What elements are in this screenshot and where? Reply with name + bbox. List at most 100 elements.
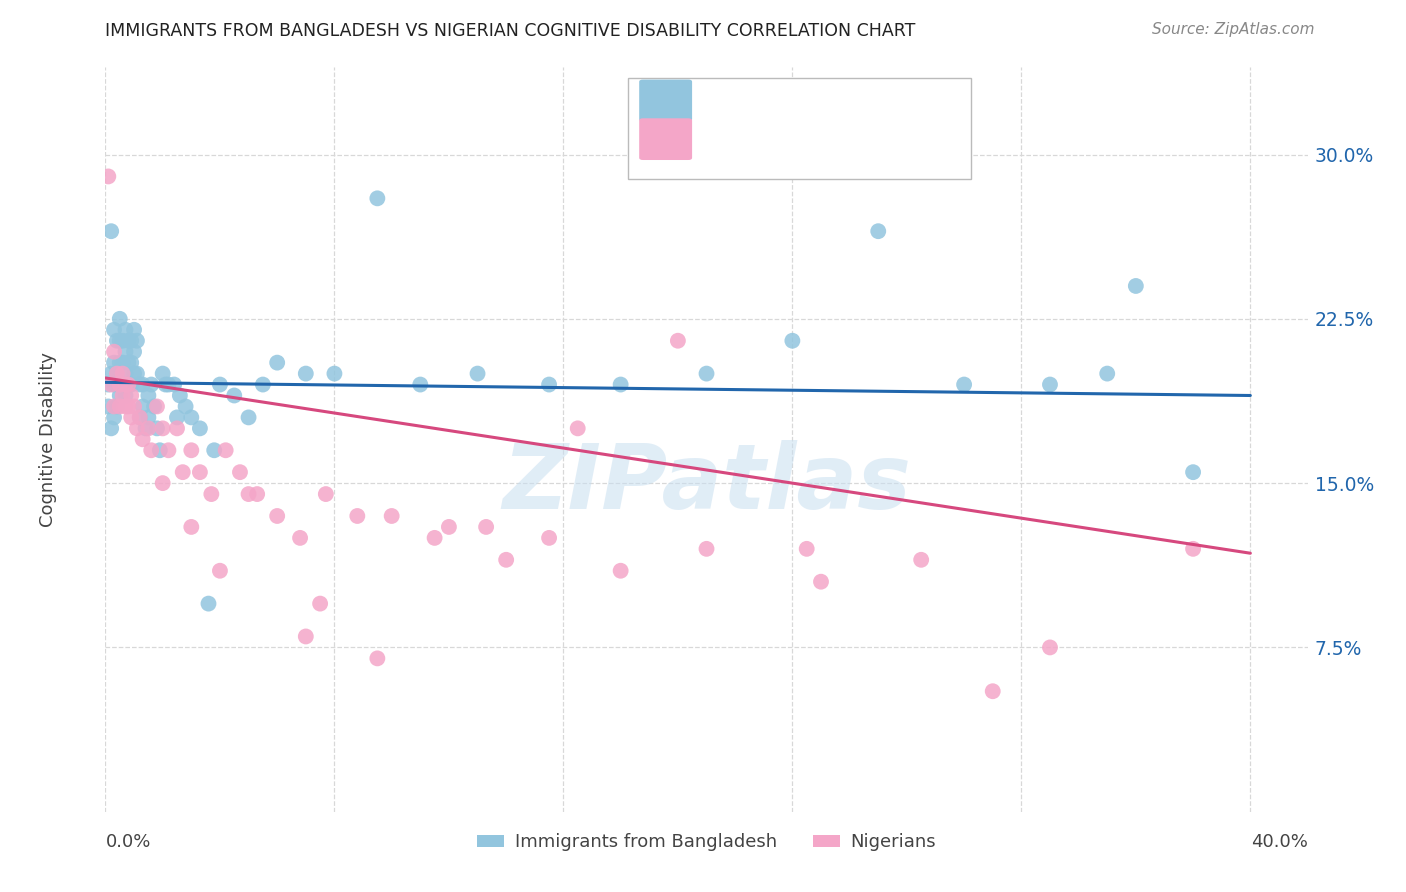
FancyBboxPatch shape (628, 78, 972, 178)
Point (141, 443, 163, 458)
Point (172, 465, 194, 479)
Point (146, 400, 169, 414)
Point (609, 564, 631, 578)
Point (108, 377, 131, 392)
Point (117, 377, 139, 392)
Text: IMMIGRANTS FROM BANGLADESH VS NIGERIAN COGNITIVE DISABILITY CORRELATION CHART: IMMIGRANTS FROM BANGLADESH VS NIGERIAN C… (105, 22, 915, 40)
Point (152, 421, 174, 435)
Point (567, 421, 589, 435)
Point (696, 541, 718, 556)
Point (103, 377, 125, 392)
Point (1095, 367, 1118, 381)
Point (188, 465, 211, 479)
Point (100, 421, 122, 435)
Point (782, 334, 804, 348)
Point (1039, 640, 1062, 655)
Point (166, 410, 188, 425)
Point (111, 334, 134, 348)
Point (229, 465, 252, 479)
Point (169, 388, 191, 402)
Text: ZIPatlas: ZIPatlas (502, 440, 911, 528)
Point (111, 367, 134, 381)
Point (111, 377, 134, 392)
Point (120, 377, 142, 392)
Point (131, 400, 153, 414)
Point (152, 476, 174, 491)
Point (103, 356, 125, 370)
Point (315, 487, 337, 501)
Point (200, 487, 222, 501)
Point (117, 377, 139, 392)
Text: N = 59: N = 59 (839, 130, 907, 148)
Point (100, 377, 122, 392)
Point (108, 388, 131, 402)
Point (108, 311, 131, 326)
Point (609, 377, 631, 392)
Point (114, 400, 136, 414)
Point (208, 377, 231, 392)
Point (108, 334, 131, 348)
Point (246, 487, 269, 501)
Point (100, 224, 122, 238)
Text: 0.0%: 0.0% (105, 832, 150, 851)
Point (295, 367, 318, 381)
Point (423, 531, 446, 545)
Text: R = -0.239: R = -0.239 (703, 130, 808, 148)
Point (288, 531, 311, 545)
Point (105, 367, 128, 381)
Point (120, 410, 142, 425)
Point (309, 597, 332, 611)
Point (157, 443, 180, 458)
Point (174, 400, 197, 414)
Point (366, 651, 388, 665)
Point (125, 367, 148, 381)
Point (166, 421, 188, 435)
Point (180, 410, 202, 425)
Point (1125, 279, 1147, 293)
Point (252, 377, 274, 392)
Point (810, 574, 832, 589)
FancyBboxPatch shape (640, 79, 692, 121)
Point (197, 597, 219, 611)
Point (208, 564, 231, 578)
Point (114, 323, 136, 337)
Point (1182, 465, 1205, 479)
Point (266, 356, 288, 370)
Point (120, 334, 142, 348)
Text: R = -0.017: R = -0.017 (703, 91, 808, 110)
Point (149, 443, 172, 458)
Point (103, 323, 125, 337)
Point (131, 433, 153, 447)
Point (97, 400, 120, 414)
Point (138, 421, 160, 435)
Point (366, 191, 388, 205)
Point (103, 344, 125, 359)
Point (238, 410, 260, 425)
Point (666, 334, 689, 348)
Point (953, 377, 976, 392)
Point (868, 224, 890, 238)
Point (103, 400, 125, 414)
Point (138, 410, 160, 425)
Point (111, 356, 134, 370)
Point (238, 487, 260, 501)
Point (1182, 541, 1205, 556)
Point (120, 356, 142, 370)
Point (125, 334, 148, 348)
Legend: Immigrants from Bangladesh, Nigerians: Immigrants from Bangladesh, Nigerians (470, 826, 943, 859)
Point (131, 377, 153, 392)
Point (111, 388, 134, 402)
Point (796, 541, 818, 556)
Point (100, 367, 122, 381)
Point (97, 377, 120, 392)
Point (128, 377, 150, 392)
Point (224, 388, 246, 402)
Point (180, 443, 202, 458)
Point (152, 367, 174, 381)
Point (346, 508, 368, 523)
Point (155, 377, 177, 392)
Text: Source: ZipAtlas.com: Source: ZipAtlas.com (1152, 22, 1315, 37)
Point (117, 334, 139, 348)
FancyBboxPatch shape (640, 119, 692, 160)
Point (103, 410, 125, 425)
